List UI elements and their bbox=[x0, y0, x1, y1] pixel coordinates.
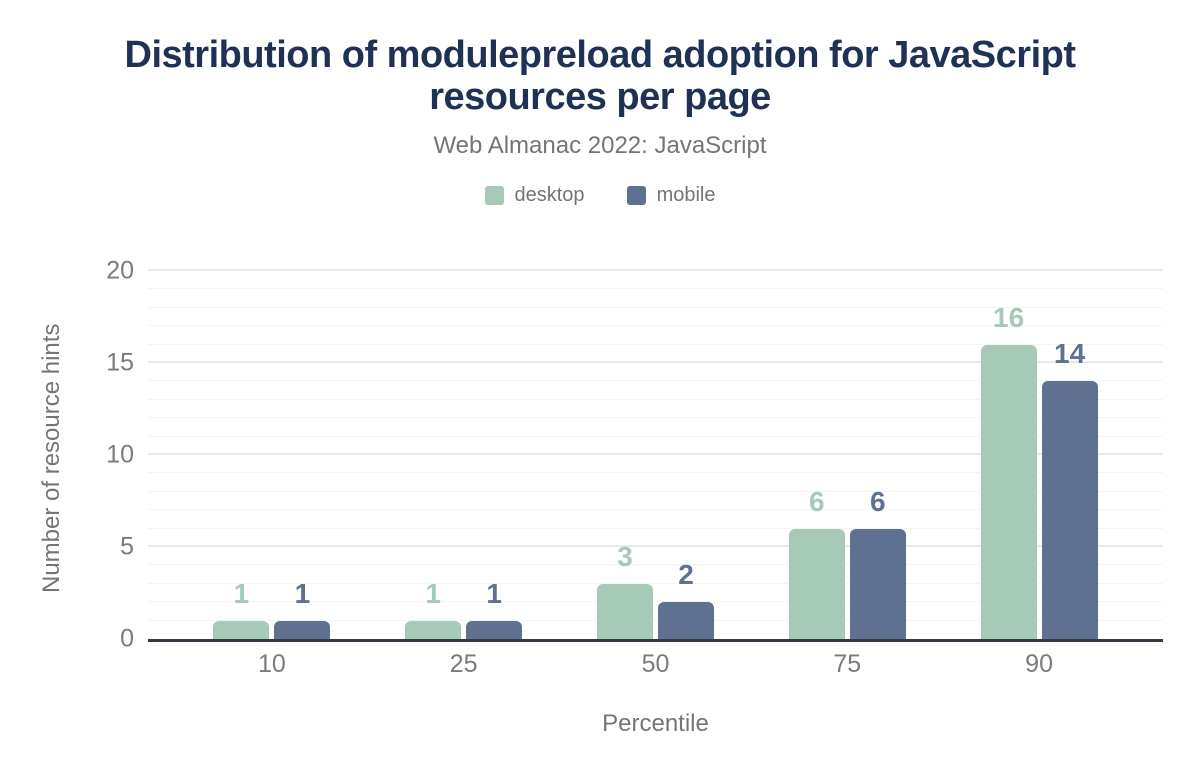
bar-group: 1 1 25 bbox=[368, 274, 560, 678]
gridline-minor bbox=[148, 288, 1163, 290]
bar-desktop: 1 bbox=[405, 578, 462, 639]
bar-group: 16 14 90 bbox=[943, 274, 1135, 678]
bar-value-label-mobile: 2 bbox=[678, 559, 694, 591]
bar-desktop: 3 bbox=[596, 541, 653, 639]
gridline-minor bbox=[148, 619, 1163, 621]
bar-value-label-mobile: 1 bbox=[486, 577, 502, 609]
legend-swatch-desktop bbox=[484, 186, 504, 205]
gridline-minor bbox=[148, 601, 1163, 603]
bar-value-label-desktop: 3 bbox=[617, 540, 633, 572]
bar-mobile: 2 bbox=[657, 560, 714, 639]
bar-groups: 1 1 10 1 1 25 3 2 50 6 6 75 16 14 90 bbox=[176, 274, 1135, 678]
legend-label: mobile bbox=[656, 184, 716, 206]
bar-value-label-mobile: 6 bbox=[869, 485, 886, 517]
bar-value-label-desktop: 16 bbox=[993, 301, 1025, 333]
bar-group: 6 6 75 bbox=[751, 274, 943, 678]
gridline-minor bbox=[148, 380, 1163, 382]
bar-value-label-desktop: 6 bbox=[808, 485, 825, 517]
y-tick-label: 0 bbox=[120, 624, 134, 653]
gridline-major bbox=[148, 545, 1163, 547]
bar-mobile: 1 bbox=[466, 578, 523, 639]
bar-value-label-desktop: 1 bbox=[425, 577, 441, 609]
gridline-minor bbox=[148, 527, 1163, 529]
x-tick-label: 50 bbox=[641, 650, 670, 678]
bar-desktop: 16 bbox=[980, 302, 1037, 639]
gridline-minor bbox=[148, 417, 1163, 419]
legend-swatch-mobile bbox=[626, 186, 646, 205]
legend-item-desktop: desktop bbox=[484, 184, 585, 207]
gridline-minor bbox=[148, 490, 1163, 492]
bar-mobile: 14 bbox=[1041, 339, 1098, 639]
bar-desktop: 6 bbox=[788, 486, 845, 639]
gridline-major bbox=[148, 361, 1163, 363]
gridline-minor bbox=[148, 435, 1163, 437]
y-tick-label: 5 bbox=[120, 532, 134, 561]
y-axis-title: Number of resource hints bbox=[38, 323, 65, 593]
bar-mobile: 6 bbox=[849, 486, 906, 639]
x-tick-label: 90 bbox=[1025, 650, 1053, 678]
bar-value-label-mobile: 1 bbox=[294, 577, 311, 609]
bar-group: 3 2 50 bbox=[560, 274, 752, 678]
gridline-minor bbox=[148, 325, 1163, 327]
y-tick-label: 20 bbox=[106, 256, 134, 285]
bar-group: 1 1 10 bbox=[176, 274, 368, 678]
gridline-major bbox=[148, 453, 1163, 455]
gridline-major bbox=[148, 269, 1163, 271]
gridline-minor bbox=[148, 509, 1163, 511]
bar-value-label-mobile: 14 bbox=[1054, 338, 1086, 370]
gridline-minor bbox=[148, 398, 1163, 400]
bar-value-label-desktop: 1 bbox=[233, 577, 250, 609]
bar-mobile: 1 bbox=[274, 578, 331, 639]
x-tick-label: 25 bbox=[449, 650, 478, 678]
plot-area: 1 1 10 1 1 25 3 2 50 6 6 75 16 14 90 0 5 10 15 20 bbox=[106, 258, 1163, 678]
gridline-minor bbox=[148, 582, 1163, 584]
y-tick-label: 15 bbox=[106, 348, 134, 377]
x-axis-title: Percentile bbox=[602, 710, 709, 737]
chart-subtitle: Web Almanac 2022: JavaScript bbox=[433, 132, 767, 159]
gridline-minor bbox=[148, 343, 1163, 345]
legend: desktop mobile bbox=[0, 184, 1200, 207]
legend-label: desktop bbox=[514, 184, 585, 206]
chart-canvas: Distribution of modulepreload adoption f… bbox=[0, 34, 1200, 776]
gridline-minor bbox=[148, 306, 1163, 308]
legend-item-mobile: mobile bbox=[626, 184, 716, 207]
gridline-minor bbox=[148, 472, 1163, 474]
y-tick-label: 10 bbox=[106, 440, 134, 469]
chart-title: Distribution of modulepreload adoption f… bbox=[124, 34, 1077, 118]
x-tick-label: 75 bbox=[833, 650, 862, 678]
x-tick-label: 10 bbox=[257, 650, 286, 678]
gridline-minor bbox=[148, 564, 1163, 566]
bar-desktop: 1 bbox=[213, 578, 270, 639]
